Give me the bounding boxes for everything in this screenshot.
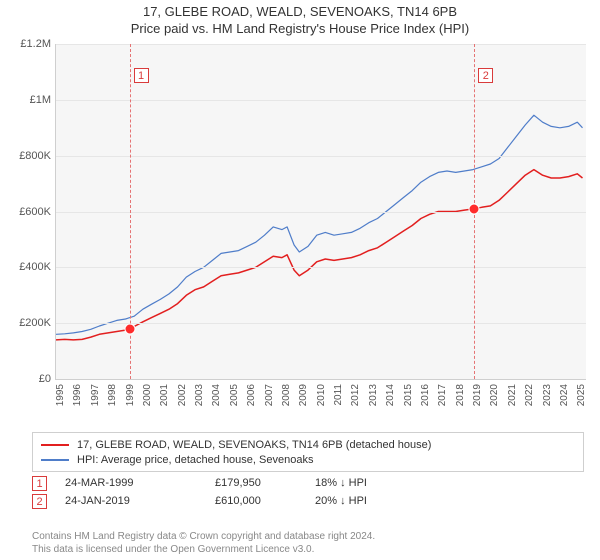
legend-row-property: 17, GLEBE ROAD, WEALD, SEVENOAKS, TN14 6… [41,437,575,452]
x-tick-label: 2002 [177,384,188,406]
x-tick-label: 2000 [142,384,153,406]
tx-date: 24-MAR-1999 [65,477,215,489]
tx-badge-1-icon: 1 [32,476,47,491]
x-tick-label: 2016 [420,384,431,406]
x-tick-label: 1997 [90,384,101,406]
x-tick-label: 2021 [507,384,518,406]
footer: Contains HM Land Registry data © Crown c… [32,531,584,556]
x-tick-label: 2020 [489,384,500,406]
tx-delta: 20% ↓ HPI [315,495,435,507]
x-tick-label: 2011 [333,384,344,406]
event-badge-2-icon: 2 [478,68,493,83]
x-tick-label: 2004 [211,384,222,406]
tx-delta: 18% ↓ HPI [315,477,435,489]
x-tick-label: 2023 [542,384,553,406]
x-tick-label: 2009 [298,384,309,406]
footer-line-2: This data is licensed under the Open Gov… [32,544,584,557]
x-tick-label: 2014 [385,384,396,406]
x-tick-label: 2017 [437,384,448,406]
table-row: 2 24-JAN-2019 £610,000 20% ↓ HPI [32,492,584,510]
x-tick-label: 2006 [246,384,257,406]
x-tick-label: 2010 [316,384,327,406]
legend-label-property: 17, GLEBE ROAD, WEALD, SEVENOAKS, TN14 6… [77,439,431,451]
x-tick-label: 1998 [107,384,118,406]
x-tick-label: 2018 [455,384,466,406]
y-tick-label: £200K [3,317,55,329]
gridline [56,100,586,101]
tx-price: £179,950 [215,477,315,489]
x-tick-label: 2001 [159,384,170,406]
legend-row-hpi: HPI: Average price, detached house, Seve… [41,452,575,467]
plot-background: 12 [55,44,586,380]
chart-area: 12 £0£200K£400K£600K£800K£1M£1.2M [55,44,585,379]
x-tick-label: 2012 [350,384,361,406]
event-badge-1-icon: 1 [134,68,149,83]
legend: 17, GLEBE ROAD, WEALD, SEVENOAKS, TN14 6… [32,432,584,472]
transactions-table: 1 24-MAR-1999 £179,950 18% ↓ HPI 2 24-JA… [32,474,584,510]
x-tick-label: 2015 [403,384,414,406]
x-tick-label: 1995 [55,384,66,406]
event-dot-1 [124,323,135,334]
y-tick-label: £800K [3,150,55,162]
x-tick-label: 1999 [125,384,136,406]
x-tick-label: 2005 [229,384,240,406]
x-tick-label: 2025 [576,384,587,406]
y-tick-label: £0 [3,373,55,385]
tx-badge-2-icon: 2 [32,494,47,509]
x-tick-label: 2008 [281,384,292,406]
series-line-property [56,170,583,340]
legend-label-hpi: HPI: Average price, detached house, Seve… [77,454,313,466]
x-tick-label: 2013 [368,384,379,406]
x-tick-label: 1996 [72,384,83,406]
y-tick-label: £1M [3,94,55,106]
legend-swatch-property [41,444,69,446]
x-tick-label: 2024 [559,384,570,406]
gridline [56,323,586,324]
x-tick-label: 2003 [194,384,205,406]
tx-date: 24-JAN-2019 [65,495,215,507]
y-tick-label: £400K [3,261,55,273]
table-row: 1 24-MAR-1999 £179,950 18% ↓ HPI [32,474,584,492]
y-tick-label: £600K [3,206,55,218]
x-axis-labels: 1995 1996 1997 1998 1999 2000 2001 2002 2003 2004… [55,380,585,435]
x-tick-label: 2007 [264,384,275,406]
x-tick-label: 2019 [472,384,483,406]
tx-price: £610,000 [215,495,315,507]
gridline [56,156,586,157]
gridline [56,44,586,45]
legend-swatch-hpi [41,459,69,461]
y-tick-label: £1.2M [3,38,55,50]
page-subtitle: Price paid vs. HM Land Registry's House … [0,19,600,38]
x-tick-label: 2022 [524,384,535,406]
series-line-hpi [56,115,583,334]
page-title: 17, GLEBE ROAD, WEALD, SEVENOAKS, TN14 6… [0,0,600,19]
footer-line-1: Contains HM Land Registry data © Crown c… [32,531,584,544]
gridline [56,212,586,213]
event-dot-2 [469,203,480,214]
gridline [56,267,586,268]
